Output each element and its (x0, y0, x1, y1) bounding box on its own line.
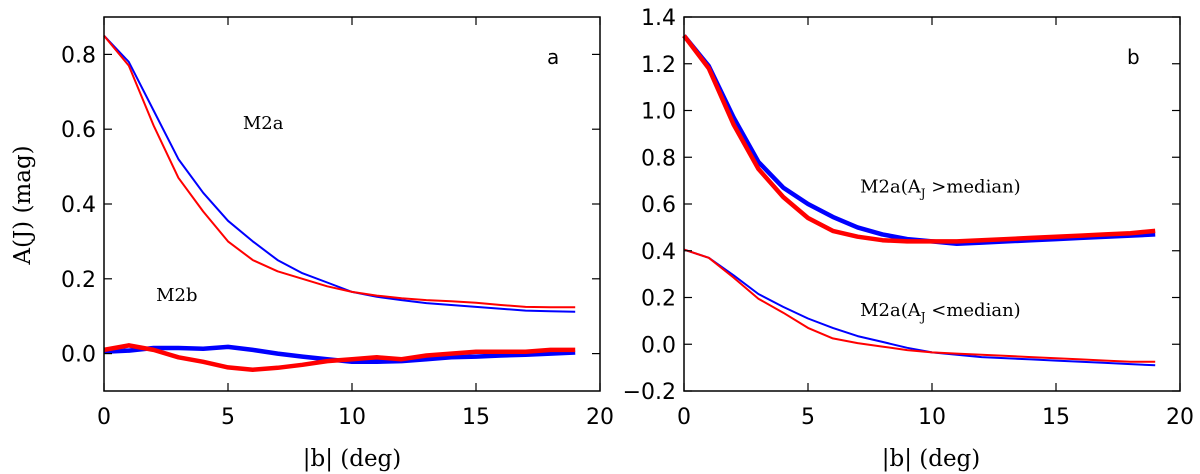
x-tick-label-a-0: 0 (97, 405, 111, 430)
y-tick-label-a-1: 0.2 (61, 268, 96, 293)
series-line-b-3 (683, 248, 1156, 363)
panel-b: 0 5 10 15 20 −0.2 0.0 0.2 0.4 0.6 0.8 1.0 1.2 1.4 M2a(… (623, 6, 1194, 430)
y-tick-label-b-1: 0.0 (641, 333, 676, 358)
x-axis-label-a: |b| (deg) (303, 446, 402, 472)
annotation-b-1: M2a(AJ <median) (860, 300, 1021, 324)
x-tick-label-a-1: 5 (221, 405, 235, 430)
series-line-b-2 (683, 248, 1156, 367)
y-tick-label-a-2: 0.4 (61, 193, 96, 218)
annotation-a-1: M2b (156, 285, 197, 306)
x-tick-label-b-3: 15 (1042, 405, 1070, 430)
x-tick-label-a-3: 15 (462, 405, 490, 430)
x-tick-label-b-2: 10 (918, 405, 946, 430)
y-tick-label-b-5: 0.8 (641, 146, 676, 171)
y-tick-label-b-4: 0.6 (641, 193, 676, 218)
series-line-b-0 (682, 34, 1156, 246)
y-tick-label-b-7: 1.2 (641, 53, 676, 78)
annotation-a-0: M2a (243, 113, 284, 134)
series-line-b-1 (682, 34, 1156, 244)
series-line-a-0 (103, 35, 576, 313)
y-tick-label-b-3: 0.4 (641, 240, 676, 265)
y-tick-label-b-0: −0.2 (623, 380, 676, 405)
y-tick-label-a-0: 0.0 (61, 343, 96, 368)
y-tick-label-b-8: 1.4 (641, 6, 676, 31)
x-axis-label-b: |b| (deg) (882, 446, 981, 472)
plot-frame-a (103, 16, 601, 392)
x-tick-label-b-0: 0 (677, 405, 691, 430)
y-axis-label-a: A(J) (mag) (10, 145, 36, 265)
plot-frame-b (683, 16, 1181, 392)
series-line-a-1 (103, 35, 576, 309)
panel-a: 0 5 10 15 20 0.0 0.2 0.4 0.6 0.8 M2a M2b a (61, 16, 614, 430)
panel-letter-a: a (547, 45, 559, 69)
y-tick-label-a-4: 0.8 (61, 43, 96, 68)
y-tick-label-b-2: 0.2 (641, 287, 676, 312)
panel-letter-b: b (1127, 45, 1140, 69)
y-tick-label-b-6: 1.0 (641, 100, 676, 125)
annotation-b-0: M2a(AJ >median) (860, 176, 1021, 200)
x-tick-label-a-4: 20 (586, 405, 614, 430)
x-tick-label-a-2: 10 (338, 405, 366, 430)
x-tick-label-b-4: 20 (1166, 405, 1194, 430)
x-tick-label-b-1: 5 (801, 405, 815, 430)
y-tick-label-a-3: 0.6 (61, 118, 96, 143)
series-line-a-3 (103, 343, 576, 372)
